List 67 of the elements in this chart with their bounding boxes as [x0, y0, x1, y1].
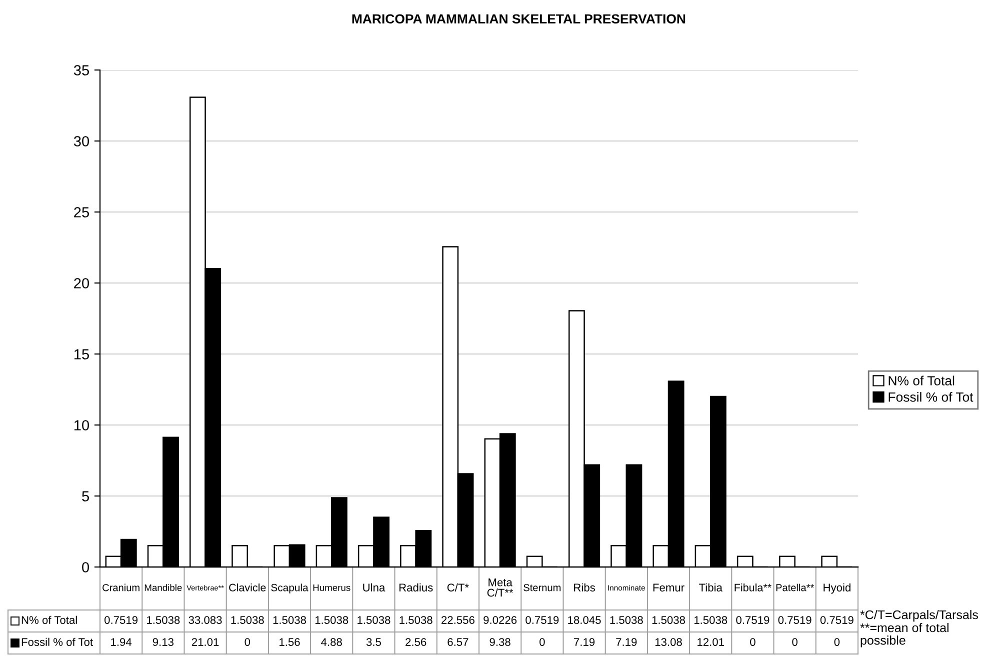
x-tick-label: Ulna [363, 583, 386, 592]
data-label: 1.5038 [610, 616, 643, 624]
data-label: 18.045 [568, 616, 601, 624]
legend-label: N% of Total [888, 376, 954, 386]
data-label: 12.01 [698, 638, 724, 646]
y-tick-label: 25 [74, 207, 89, 218]
y-tick-label: 10 [74, 420, 90, 430]
data-label: 0 [750, 638, 756, 646]
x-tick-label: Sternum [524, 584, 561, 592]
data-label: 1.5038 [231, 616, 264, 624]
data-label: 1.5038 [694, 616, 728, 624]
data-label: 7.19 [574, 638, 595, 646]
x-tick-label: Meta C/T** [487, 578, 514, 597]
x-tick-label: C/T* [447, 583, 469, 592]
y-tick-label: 30 [74, 136, 90, 146]
data-label: 7.19 [616, 638, 637, 646]
data-label: 0.7519 [820, 616, 854, 624]
data-label: 0 [540, 638, 545, 646]
text: *C/T=Carpals/Tarsals [860, 610, 978, 622]
data-label: 6.57 [448, 638, 468, 646]
x-tick-label: Patella** [776, 584, 814, 592]
x-tick-label: Humerus [313, 584, 350, 592]
data-label: 2.56 [406, 638, 426, 646]
data-label: 1.5038 [358, 616, 390, 624]
x-tick-label: Scapula [271, 584, 308, 594]
data-label: 13.08 [655, 638, 682, 646]
data-label: 3.5 [366, 638, 381, 646]
data-label: 22.556 [442, 616, 474, 624]
x-tick-label: Fibula** [734, 583, 772, 592]
chart-title: MARICOPA MAMMALIAN SKELETAL PRESERVATION [352, 14, 686, 24]
text: **=mean of total possible [860, 623, 948, 648]
x-tick-label: Tibia [699, 583, 722, 592]
data-label: 0.7519 [736, 616, 770, 624]
data-label: 1.94 [111, 638, 132, 646]
x-tick-label: Cranium [102, 584, 140, 592]
text: N% of Total [22, 616, 77, 624]
x-tick-label: Radius [399, 583, 433, 592]
data-label: 0.7519 [778, 616, 812, 624]
y-tick-label: 20 [74, 278, 90, 288]
y-tick-label: 5 [82, 491, 89, 502]
data-label: 1.5038 [652, 616, 686, 624]
x-tick-label: Ribs [574, 583, 595, 592]
x-tick-label: Femur [653, 584, 684, 592]
data-label: 1.5038 [315, 616, 348, 624]
data-label: 0 [834, 638, 840, 646]
data-label: 1.5038 [147, 616, 180, 624]
x-tick-label: Clavicle [229, 583, 266, 592]
x-tick-label: Hyoid [824, 583, 850, 594]
x-tick-label: Mandible [144, 584, 182, 592]
data-label: 21.01 [192, 638, 219, 646]
data-label: 1.56 [280, 638, 300, 646]
legend-label: Fossil % of Tot [22, 638, 93, 646]
data-label: 1.5038 [400, 616, 432, 624]
data-label: 0.7519 [104, 616, 138, 624]
data-label: 0 [244, 638, 250, 646]
text: Fossil % of Tot [888, 392, 974, 402]
data-label: 1.5038 [273, 616, 306, 624]
data-label: 9.13 [152, 638, 174, 646]
y-tick-label: 15 [74, 349, 89, 360]
data-label: 0.7519 [526, 616, 559, 624]
data-label: 4.88 [321, 638, 342, 646]
data-label: 0 [792, 638, 798, 646]
data-label: 9.0226 [484, 616, 517, 624]
data-label: 9.38 [490, 638, 510, 646]
data-label: 33.083 [188, 616, 222, 624]
y-tick-label: 35 [74, 65, 89, 76]
y-tick-label: 0 [82, 562, 90, 572]
